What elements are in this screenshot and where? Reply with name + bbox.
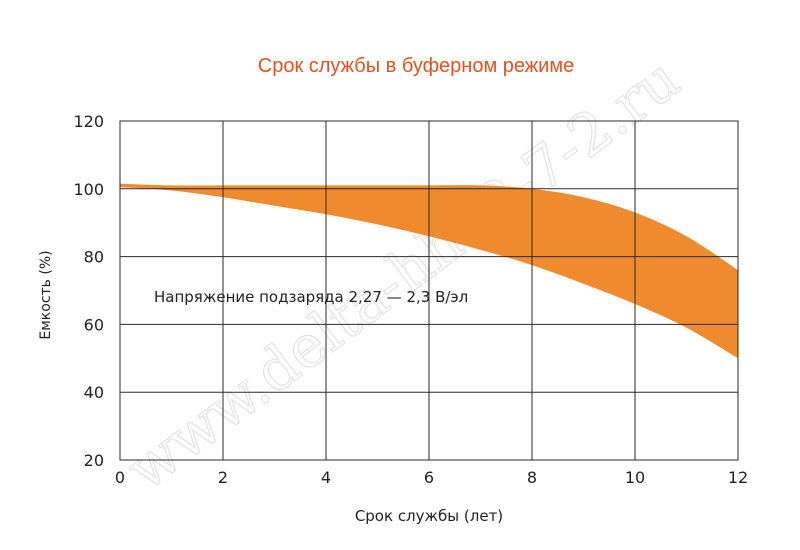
- x-tick-label: 0: [115, 468, 125, 487]
- y-tick-label: 100: [73, 180, 104, 199]
- y-tick-label: 120: [73, 112, 104, 131]
- x-tick-label: 2: [218, 468, 228, 487]
- plot-frame: [119, 120, 739, 461]
- chart-title: Срок службы в буферном режиме: [258, 55, 574, 77]
- y-tick-label: 80: [84, 248, 104, 267]
- x-tick-label: 12: [728, 468, 748, 487]
- y-axis-label: Емкость (%): [38, 250, 54, 339]
- x-tick-label: 8: [527, 468, 537, 487]
- capacity-band: [120, 183, 738, 359]
- plot-area: 0 2 4 6 8 10 12 20 40 60 80 100 120: [73, 112, 748, 487]
- x-tick-label: 4: [321, 468, 331, 487]
- y-tick-label: 60: [84, 315, 104, 334]
- y-tick-label: 20: [84, 451, 104, 470]
- x-axis-label: Срок службы (лет): [355, 507, 503, 525]
- x-tick-label: 6: [424, 468, 434, 487]
- x-tick-label: 10: [625, 468, 645, 487]
- chart-annotation: Напряжение подзаряда 2,27 — 2,3 В/эл: [154, 288, 468, 306]
- y-tick-label: 40: [84, 383, 104, 402]
